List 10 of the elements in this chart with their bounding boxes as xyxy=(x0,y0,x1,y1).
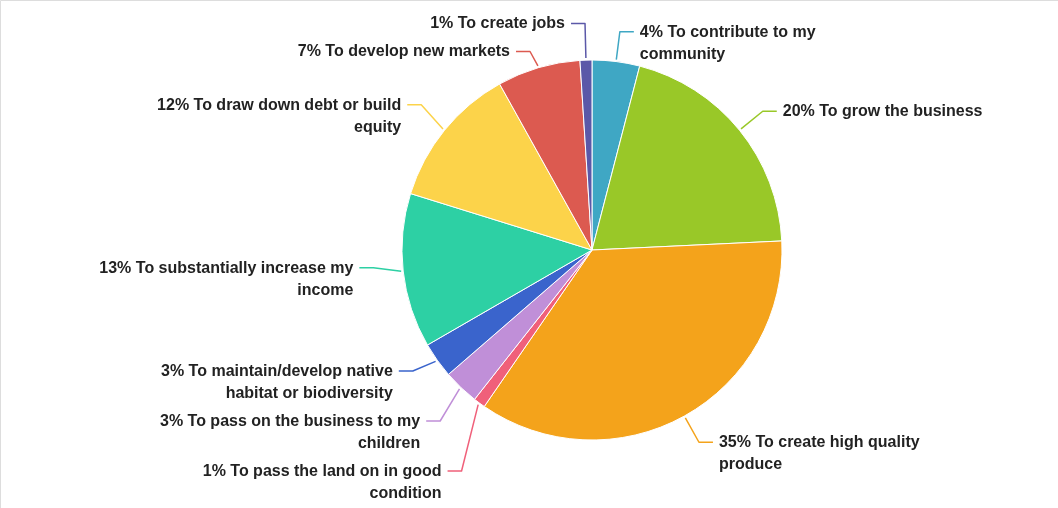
slice-label: 35% To create high quality produce xyxy=(718,433,920,473)
slice-label: 1% To create jobs xyxy=(430,14,566,32)
slice-label: 12% To draw down debt or build equity xyxy=(157,95,402,135)
slice-label: 4% To contribute to my community xyxy=(639,22,816,62)
slice-label: 3% To maintain/develop native habitat or biodiversity xyxy=(161,362,393,401)
slice-label: 7% To develop new markets xyxy=(297,42,511,60)
slice-label: 13% To substantially increase my income xyxy=(99,258,354,298)
slice-label: 20% To grow the business xyxy=(782,102,983,120)
slice-label: 1% To pass the land on in good condition xyxy=(202,462,442,501)
slice-label: 3% To pass on the business to my children xyxy=(159,412,421,451)
